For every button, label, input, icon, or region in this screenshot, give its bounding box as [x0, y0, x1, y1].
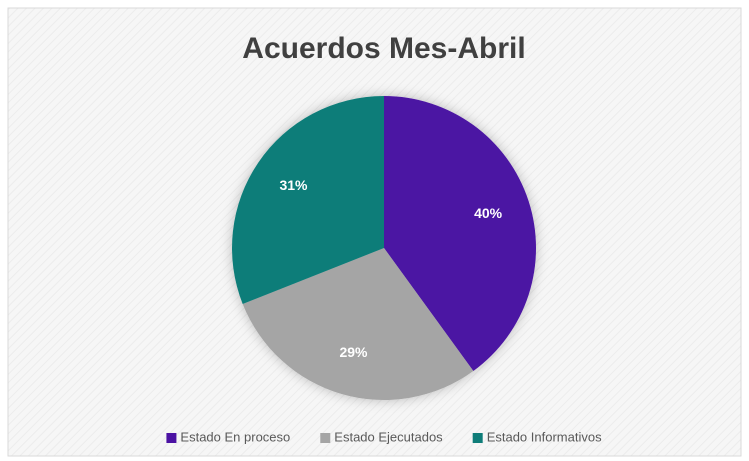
legend-swatch	[320, 433, 331, 443]
pie-slice	[384, 96, 536, 371]
data-label: 29%	[339, 344, 368, 360]
chart-title: Acuerdos Mes-Abril	[242, 32, 525, 65]
legend-label: Estado Informativos	[487, 429, 602, 444]
legend-label: Estado Ejecutados	[334, 429, 443, 444]
pie-slice	[232, 96, 384, 304]
legend-swatch	[472, 433, 483, 443]
data-label: 40%	[474, 205, 503, 221]
pie-slice	[242, 248, 474, 400]
data-label: 31%	[279, 177, 308, 193]
pie	[232, 96, 536, 400]
legend-swatch	[166, 433, 177, 443]
legend-label: Estado En proceso	[180, 429, 290, 444]
